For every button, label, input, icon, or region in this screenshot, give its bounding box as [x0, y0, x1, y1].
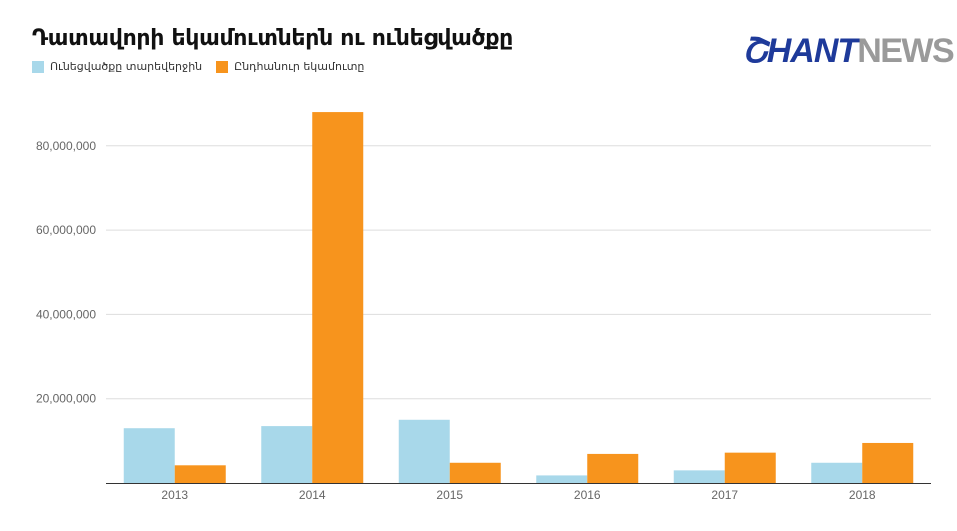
x-tick-label: 2015	[436, 488, 463, 502]
bar-series-1-2018	[811, 462, 863, 483]
bar-series-2-2015	[449, 462, 501, 483]
y-tick-label: 40,000,000	[36, 307, 96, 321]
y-tick-label: 80,000,000	[36, 139, 96, 153]
bar-series-1-2013	[123, 428, 175, 483]
legend-label-series-2: Ընդհանուր եկամուտը	[234, 60, 365, 73]
shantnews-logo: ՇHANTNEWS	[742, 32, 955, 70]
x-tick-label: 2013	[161, 488, 188, 502]
y-tick-label: 60,000,000	[36, 223, 96, 237]
grid-lines	[106, 145, 931, 400]
bar-series-2-2013	[174, 465, 226, 483]
bar-series-1-2014	[261, 426, 313, 483]
chart-title: Դատավորի եկամուտներն ու ունեցվածքը	[32, 26, 513, 51]
bar-series-1-2015	[398, 419, 450, 483]
legend-swatch-series-2	[216, 60, 229, 73]
x-tick-label: 2017	[711, 488, 738, 502]
bar-series-2-2018	[862, 442, 914, 483]
bar-series-1-2016	[536, 475, 588, 483]
x-tick-label: 2016	[574, 488, 601, 502]
bars	[123, 112, 914, 483]
bar-series-2-2014	[312, 112, 364, 483]
legend-label-series-1: Ունեցվածքը տարեվերջին	[50, 60, 203, 73]
bar-series-2-2016	[587, 453, 639, 483]
y-tick-label: 20,000,000	[36, 392, 96, 406]
x-axis-ticks: 2013 2014 2015 2016 2017 2018	[161, 488, 876, 502]
legend: Ունեցվածքը տարեվերջին Ընդհանուր եկամուտը	[32, 60, 378, 73]
y-axis-ticks: 20,000,000 40,000,000 60,000,000 80,000,000	[36, 139, 96, 406]
legend-item-series-2: Ընդհանուր եկամուտը	[216, 60, 364, 73]
logo-part-1: ՇHANT	[742, 32, 858, 70]
legend-item-series-1: Ունեցվածքը տարեվերջին	[32, 60, 202, 73]
x-tick-label: 2018	[849, 488, 876, 502]
bar-series-2-2017	[724, 452, 776, 483]
logo-part-2: NEWS	[857, 32, 955, 70]
bar-series-1-2017	[673, 470, 725, 483]
legend-swatch-series-1	[32, 60, 44, 73]
x-tick-label: 2014	[299, 488, 326, 502]
